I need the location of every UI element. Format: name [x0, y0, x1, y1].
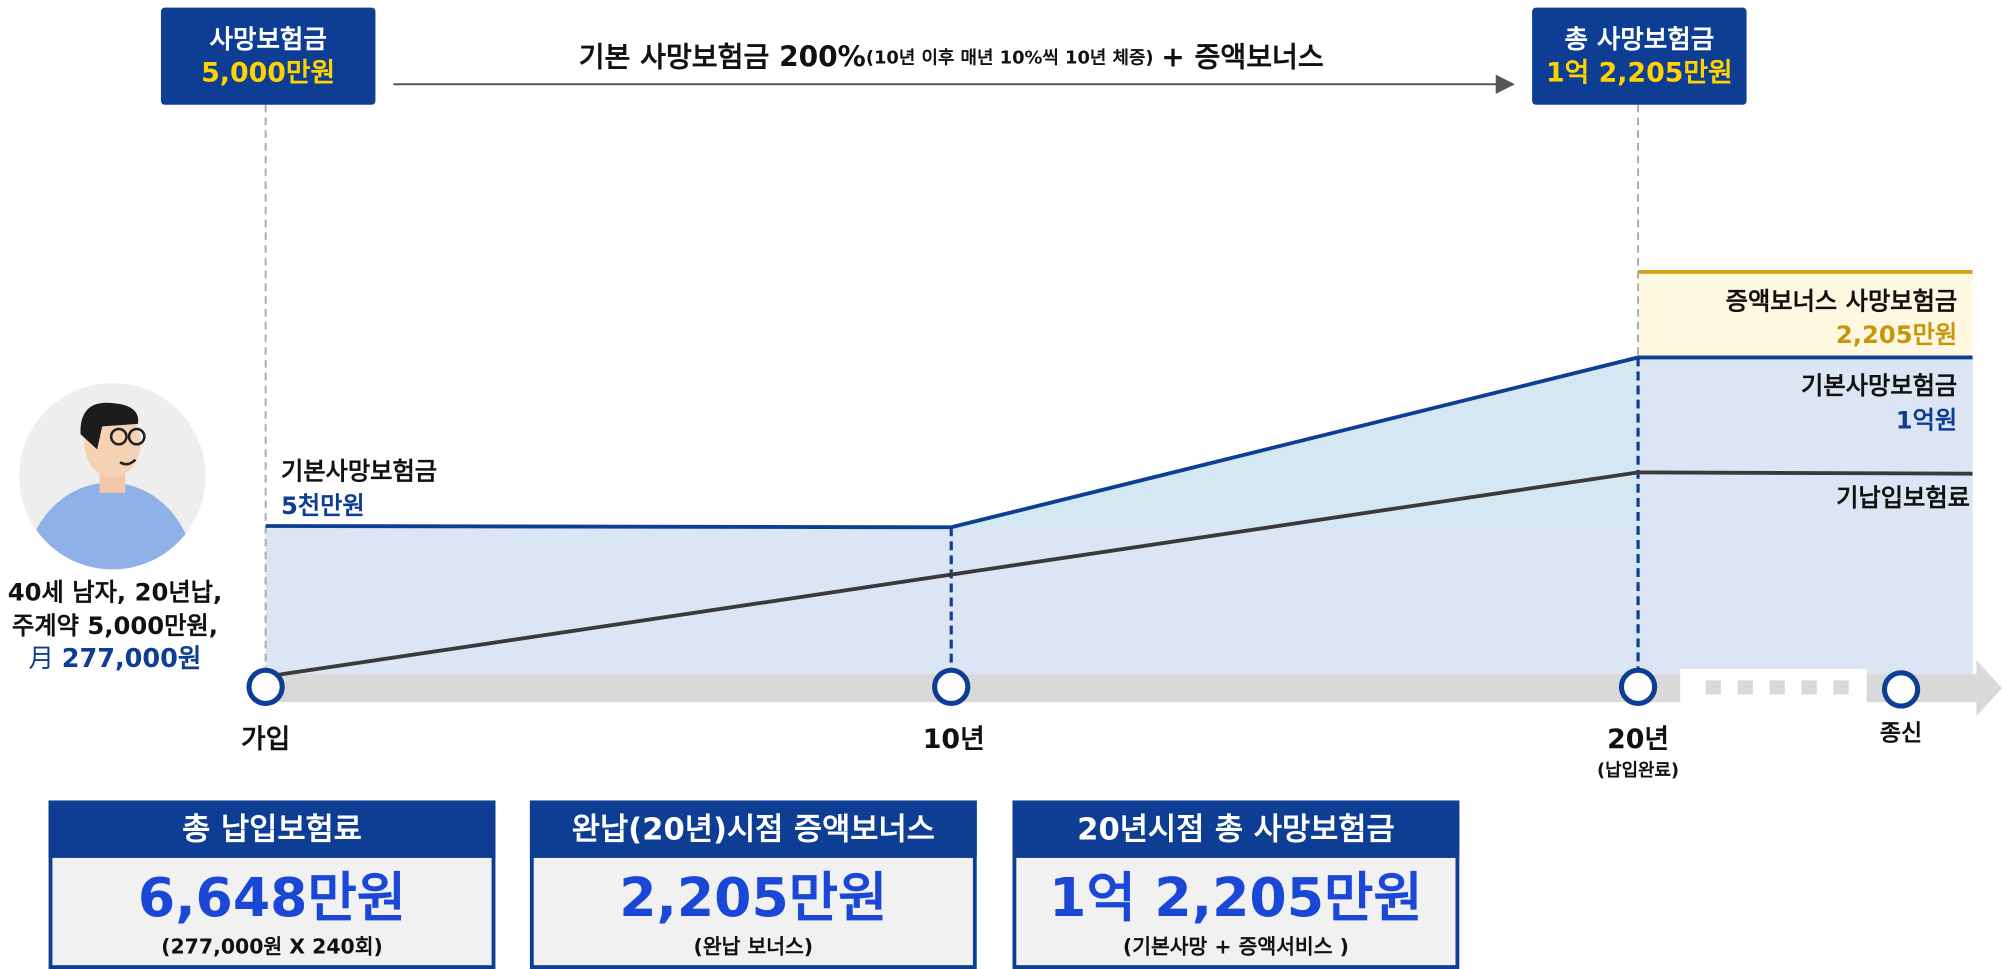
person-text: 주계약 5,000만원, [12, 611, 218, 640]
line-label: 기납입보험료 [1836, 483, 1970, 512]
summary-title: 총 납입보험료 [182, 813, 362, 848]
timeline-note: (납입완료) [1597, 759, 1679, 781]
summary-box: 20년시점 총 사망보험금 1억 2,205만원 (기본사망 + 증액서비스 ) [1012, 800, 1459, 967]
arrow-main: 기본 사망보험금 200% [579, 41, 866, 74]
arrow-suffix: + 증액보너스 [1161, 41, 1323, 74]
top-arrow-text: 기본 사망보험금 200%(10년 이후 매년 10%씩 10년 체증) + 증액… [579, 41, 1324, 74]
badge-label: 총 사망보험금 [1564, 25, 1714, 55]
timeline-arrow [1976, 660, 2002, 716]
end-badge [1532, 8, 1746, 105]
timeline-label: 20년 [1607, 724, 1669, 755]
summary-note: (완납 보너스) [694, 934, 814, 958]
premium-prefix: 月 [29, 644, 55, 674]
page: { "top_left_badge": {"label": "사망보험금", "… [0, 0, 2002, 969]
premium-amount: 277,000원 [62, 644, 202, 674]
arrow-note: (10년 이후 매년 10%씩 10년 체증) [866, 48, 1154, 69]
timeline-label: 10년 [923, 724, 985, 755]
area-amount: 1억원 [1896, 405, 1958, 434]
area-label: 기본사망보험금 [281, 456, 437, 485]
area-label: 기본사망보험금 [1801, 371, 1957, 400]
area-amount: 2,205만원 [1836, 320, 1957, 349]
summary-value: 1억 2,205만원 [1049, 866, 1423, 929]
badge-amount: 5,000만원 [201, 58, 335, 89]
summary-note: (기본사망 + 증액서비스 ) [1123, 934, 1349, 958]
summary-title: 완납(20년)시점 증액보너스 [572, 813, 935, 848]
person-text: 40세 남자, 20년납, [8, 578, 222, 607]
start-badge [161, 8, 375, 105]
summary-box: 총 납입보험료 6,648만원 (277,000원 X 240회) [49, 800, 496, 967]
badge-amount: 1억 2,205만원 [1546, 58, 1733, 89]
badge-label: 사망보험금 [209, 25, 326, 55]
summary-box: 완납(20년)시점 증액보너스 2,205만원 (완납 보너스) [530, 800, 977, 967]
summary-value: 2,205만원 [619, 866, 887, 929]
infographic: 가입 10년 20년 (납입완료) 종신 사망보험금 5,000만원 총 사망보… [0, 0, 2002, 969]
area-label: 증액보너스 사망보험금 [1726, 287, 1958, 316]
summary-value: 6,648만원 [138, 866, 406, 929]
timeline-label: 가입 [241, 724, 290, 755]
summary-title: 20년시점 총 사망보험금 [1077, 813, 1395, 848]
timeline-label: 종신 [1880, 721, 1922, 747]
summary-note: (277,000원 X 240회) [161, 934, 383, 958]
area-amount: 5천만원 [281, 491, 365, 520]
